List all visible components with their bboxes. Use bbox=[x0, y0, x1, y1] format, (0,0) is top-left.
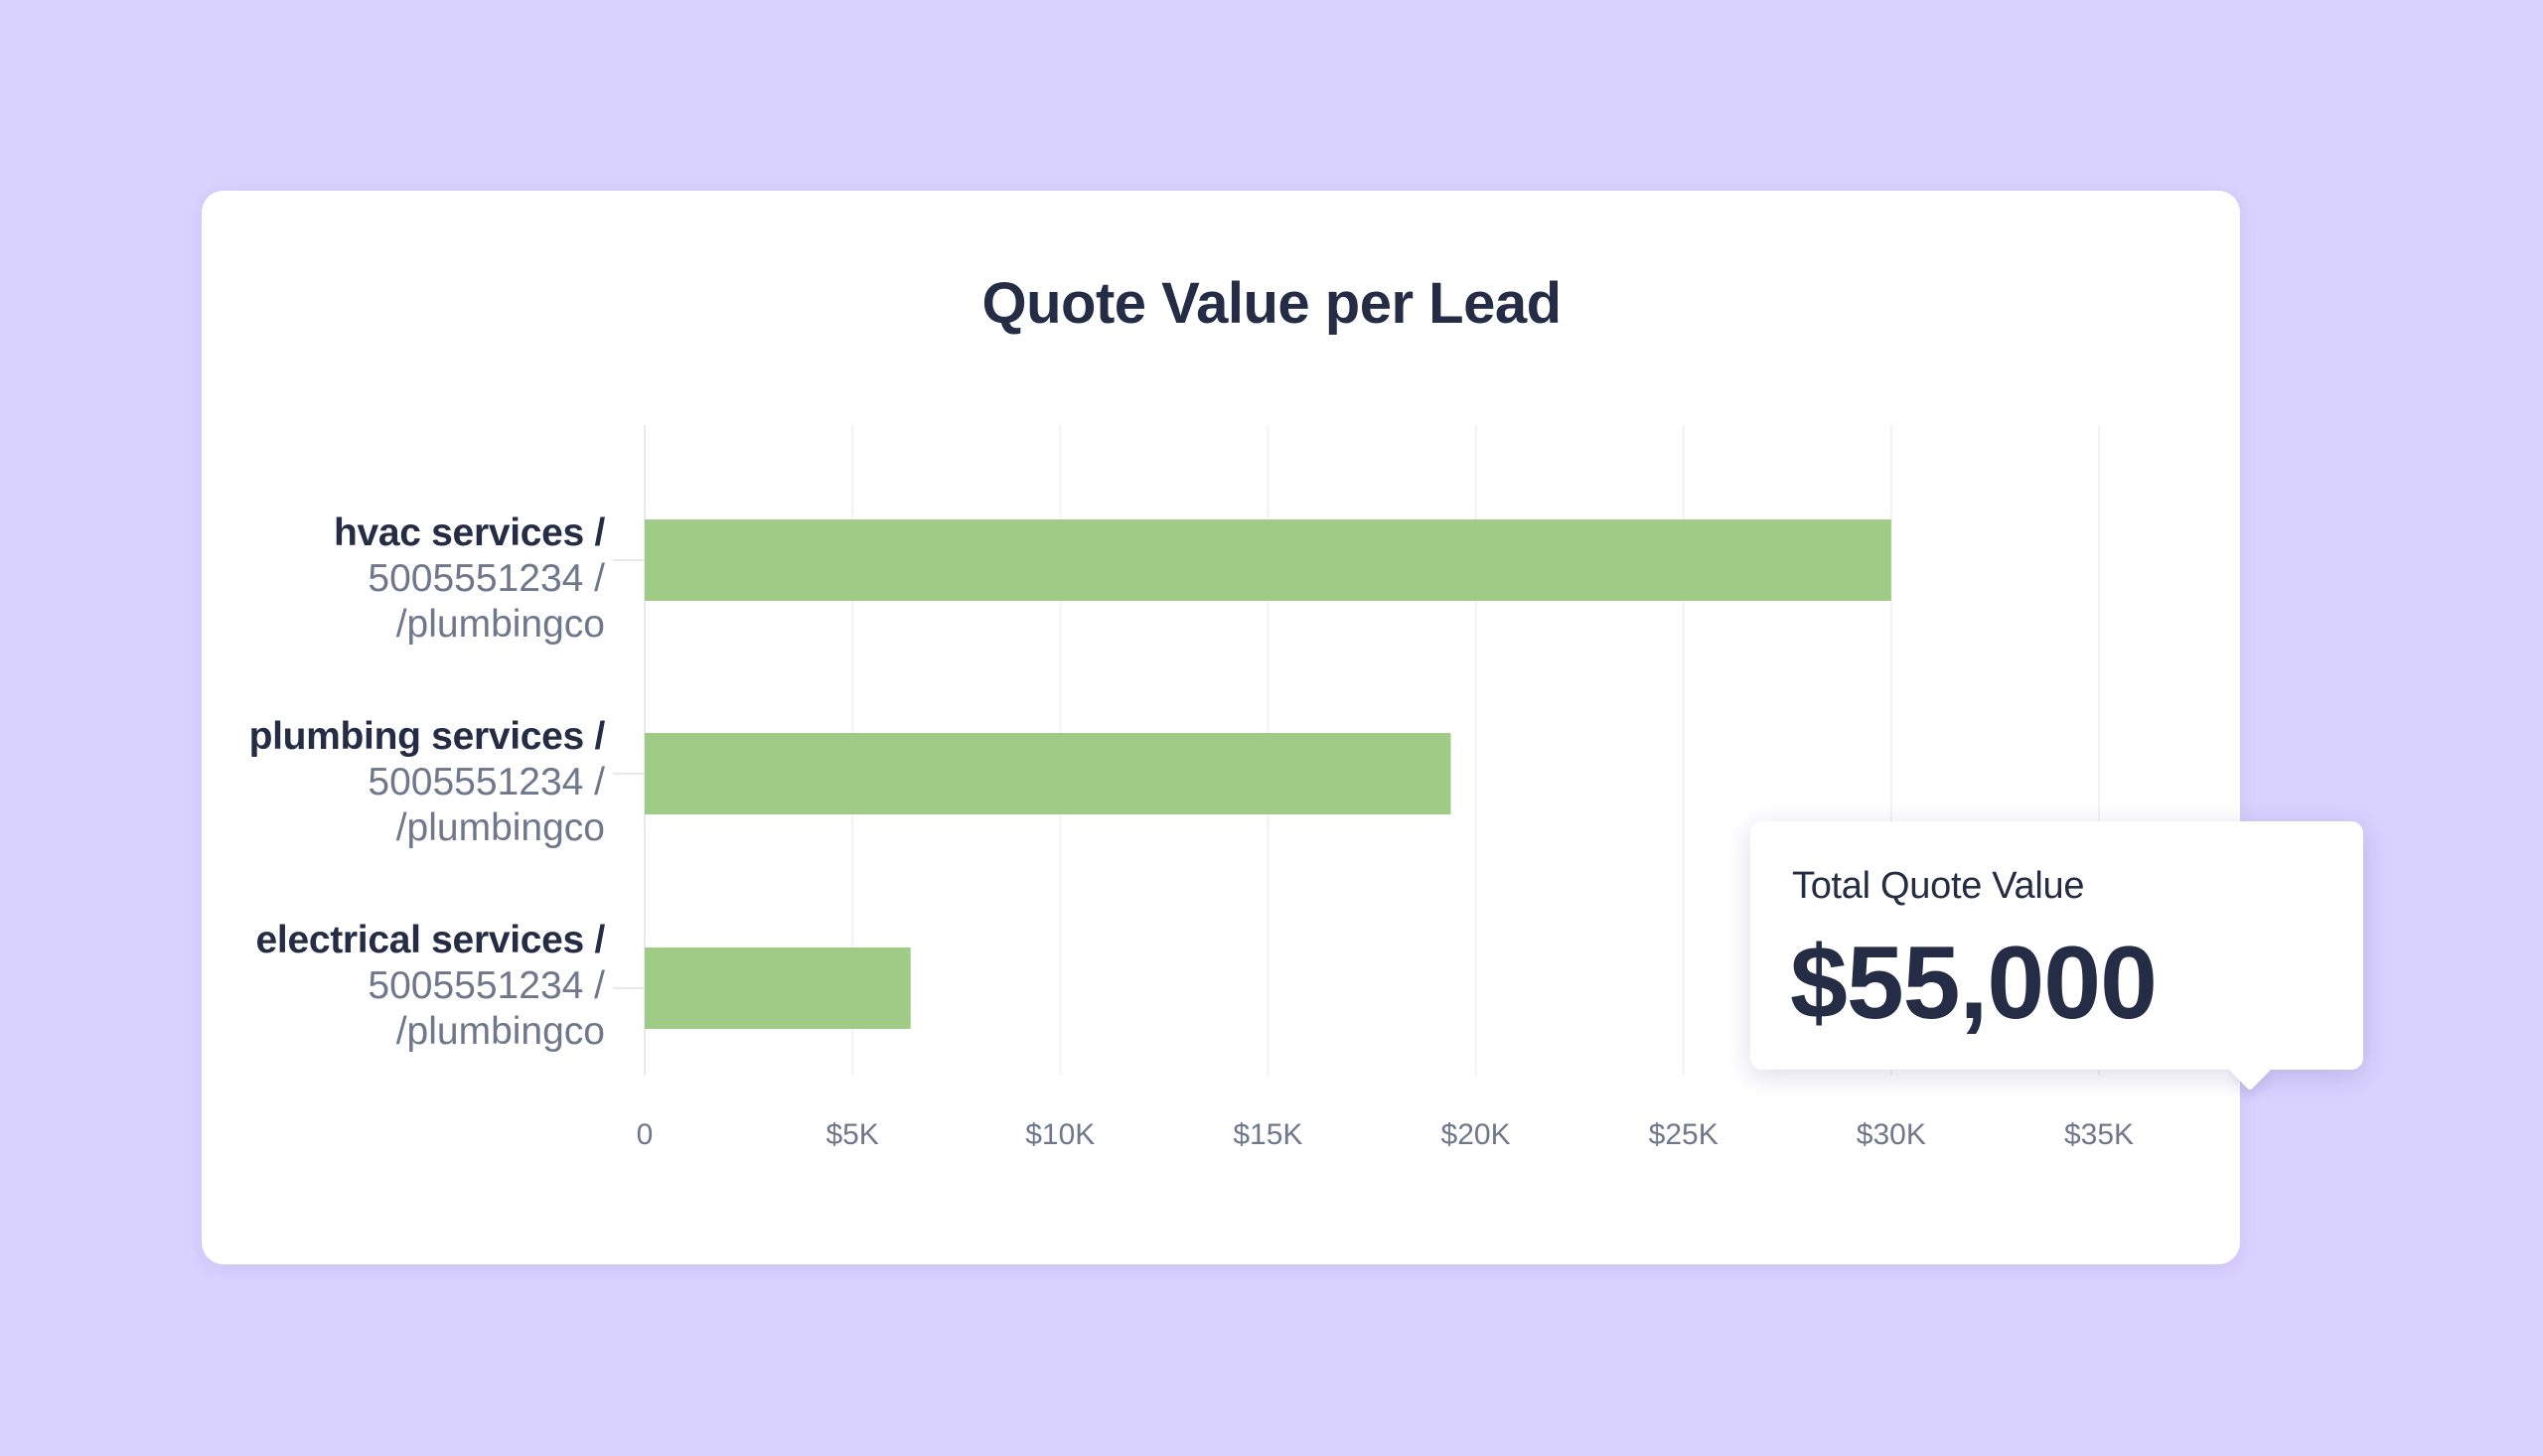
y-tick-label: electrical services /5005551234 //plumbi… bbox=[255, 918, 606, 1055]
y-label-line2: 5005551234 / bbox=[368, 964, 605, 1007]
y-label-line3: /plumbingco bbox=[395, 1010, 605, 1053]
y-label-name: hvac services / bbox=[333, 511, 605, 554]
y-label-name: plumbing services / bbox=[248, 715, 606, 758]
y-label-line2: 5005551234 / bbox=[368, 761, 605, 803]
x-tick-label: $10K bbox=[1025, 1118, 1096, 1151]
y-label-line3: /plumbingco bbox=[395, 806, 605, 849]
x-tick-label: $15K bbox=[1233, 1118, 1303, 1151]
x-tick-label: $35K bbox=[2063, 1118, 2135, 1151]
x-tick-label: $5K bbox=[825, 1118, 879, 1151]
y-tick-label: plumbing services /5005551234 //plumbing… bbox=[248, 714, 606, 851]
y-label-line2: 5005551234 / bbox=[368, 557, 605, 600]
x-tick-label: $20K bbox=[1440, 1118, 1511, 1151]
total-quote-tooltip: Total Quote Value $55,000 bbox=[1750, 821, 2363, 1092]
chart-card bbox=[202, 191, 2240, 1264]
y-tick-label: hvac services /5005551234 //plumbingco bbox=[334, 510, 605, 648]
bar-0[interactable] bbox=[645, 519, 1891, 601]
tooltip-label: Total Quote Value bbox=[1792, 865, 2085, 907]
x-tick-label: 0 bbox=[636, 1118, 654, 1151]
chart-title: Quote Value per Lead bbox=[981, 271, 1562, 336]
y-label-name: electrical services / bbox=[255, 919, 606, 961]
x-tick-label: $25K bbox=[1648, 1118, 1719, 1151]
bar-2[interactable] bbox=[645, 947, 911, 1029]
tooltip-value: $55,000 bbox=[1790, 926, 2158, 1041]
bar-1[interactable] bbox=[645, 733, 1451, 814]
y-label-line3: /plumbingco bbox=[395, 603, 605, 646]
x-tick-label: $30K bbox=[1856, 1118, 1926, 1151]
